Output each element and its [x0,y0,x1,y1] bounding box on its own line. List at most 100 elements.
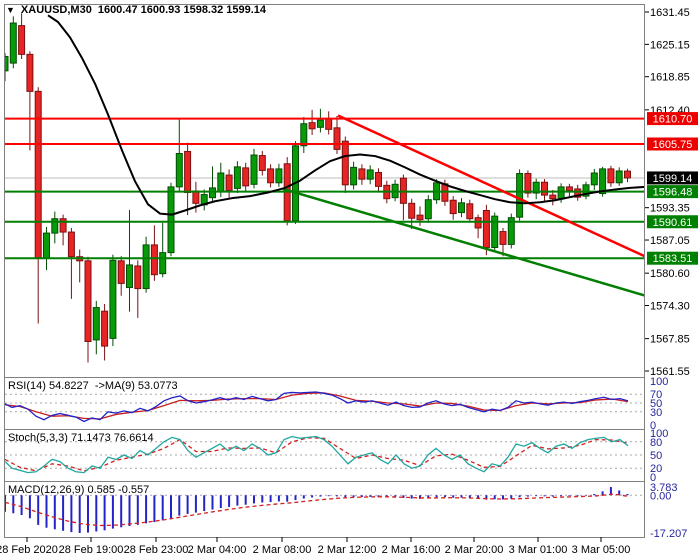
symbol-timeframe-label: XAUUSD,M30 [20,4,92,16]
candle-body [9,22,17,64]
candle-body [159,252,167,275]
price-axis-label: 1567.85 [650,334,690,346]
rsi-indicator-label: RSI(14) 54.8227 ->MA(9) 53.0773 [8,380,178,392]
candle-body [184,150,192,194]
candle-body [333,127,341,150]
candle-body [126,264,133,289]
price-axis-label: 1561.55 [650,366,690,378]
time-axis-label: 3 Mar 05:00 [572,544,631,556]
candle-body [300,123,308,147]
ma-line [47,14,645,216]
price-axis-label: 1618.85 [650,72,690,84]
time-axis-label: 3 Mar 01:00 [509,544,568,556]
candle-body [217,172,225,193]
stoch-axis-label: 80 [650,437,662,449]
macd-signal-line [5,493,629,527]
candle-body [267,168,275,184]
time-axis-label: 2 Mar 20:00 [445,544,504,556]
candle-body [549,194,557,200]
stoch-axis-label: 50 [650,450,662,462]
candle-body [84,260,92,342]
rsi-axis-label: 30 [650,407,662,419]
candle-body [325,118,333,130]
candle-body [582,184,590,197]
candle-body [209,187,216,199]
rsi-axis-label: 0 [650,420,656,432]
candle-body [26,53,34,92]
price-axis-label: 1574.30 [650,301,690,313]
price-axis-label: 1593.35 [650,203,690,215]
candle-body [524,173,532,194]
rsi-axis-label: 100 [650,376,668,388]
candle-body [590,172,598,186]
time-axis-label: 28 Feb 19:00 [59,544,124,556]
price-badge: 1596.48 [647,185,698,199]
time-axis-label: 2 Mar 08:00 [253,544,312,556]
green-trendline[interactable] [282,187,656,299]
price-badge: 1590.61 [647,215,698,229]
candle-body [607,168,615,184]
candle-body [34,90,42,259]
rsi-axis-label: 50 [650,398,662,410]
price-axis-label: 1631.45 [650,7,690,19]
candle-body [424,199,432,220]
candle-body [51,218,59,234]
candle-body [308,122,316,130]
candle-body [150,244,158,276]
candle-body [350,166,358,186]
candle-body [466,203,474,220]
candle-body [541,181,548,196]
time-axis: 28 Feb 2020 28 Feb 19:00 28 Feb 23:00 2 Mar… [0,537,630,556]
price-badge-text: 1605.75 [653,139,693,151]
candle-body [482,210,490,248]
red-trendline[interactable] [337,114,648,258]
candle-body [242,167,250,187]
candle-body [101,310,109,347]
candle-body [499,231,507,245]
candle-body [43,232,50,259]
symbol-dropdown-icon[interactable]: ▼ [6,5,15,15]
price-badge: 1599.14 [647,171,698,185]
time-axis-label: 2 Mar 04:00 [188,544,247,556]
candle-body [117,260,125,284]
stoch-signal-line [5,437,629,472]
ohlc-values: 1600.47 1600.93 1598.32 1599.14 [97,4,267,16]
candle-body [375,171,382,187]
price-badge-text: 1590.61 [653,217,693,229]
rsi-signal-line [5,392,629,420]
candle-body [474,217,482,229]
price-badge: 1605.75 [647,137,698,151]
candle-body [574,188,582,198]
candle-body [532,181,540,194]
time-axis-label: 28 Feb 23:00 [124,544,189,556]
candle-body [366,169,374,180]
candle-body [516,173,524,218]
candle-body [341,140,349,186]
candle-body [624,170,631,179]
candle-body [458,202,465,214]
candle-body [5,55,9,72]
candle-body [615,170,623,184]
macd-axis-label: 3.783 [650,482,678,494]
time-axis-label: 2 Mar 16:00 [382,544,441,556]
candle-body [225,174,233,191]
stoch-main-line [5,435,629,474]
candle-body [491,215,499,248]
candle-body [175,152,183,188]
candle-body [565,186,573,191]
candle-body [192,190,200,204]
stoch-indicator-label: Stoch(5,3,3) 71.1473 76.6614 [8,432,154,444]
stoch-axis-label: 20 [650,463,662,475]
candle-body [449,199,457,215]
candle-body [408,202,416,219]
candle-body [416,214,424,221]
price-badge-text: 1583.51 [653,253,693,265]
candle-body [557,186,565,200]
candlestick-series [5,13,631,363]
candle-body [599,168,607,195]
